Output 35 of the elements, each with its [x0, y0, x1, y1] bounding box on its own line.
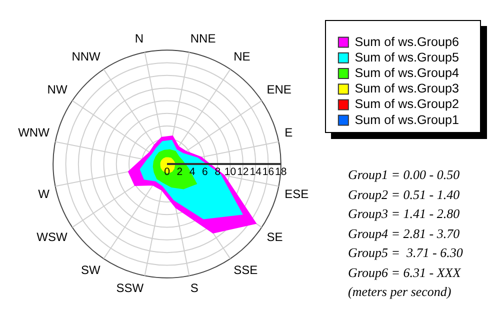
y-tick-label: 12	[237, 166, 249, 178]
text: Group2 = 0.51 - 1.40	[348, 186, 461, 204]
text: Group1 = 0.00 - 0.50	[348, 166, 461, 184]
spoke-label: E	[284, 126, 293, 140]
text: (meters per second)	[348, 283, 452, 301]
legend-label: Sum of ws.Group3	[354, 82, 460, 96]
legend-label: Sum of ws.Group5	[354, 50, 460, 64]
spoke-label: SSE	[234, 263, 258, 278]
spoke-label: NNE	[190, 32, 216, 46]
y-tick-label: 16	[262, 166, 274, 178]
text: Group4 = 2.81 - 3.70	[348, 224, 461, 243]
spoke-label: NNW	[72, 49, 102, 64]
spoke-label: S	[190, 281, 198, 296]
spoke-label: W	[38, 186, 50, 201]
legend-label: Sum of ws.Group6	[354, 34, 460, 49]
text: Group6 = 6.31 - XXX	[348, 264, 462, 282]
spoke-label: WSW	[36, 230, 68, 244]
spoke-label: WNW	[18, 126, 50, 140]
spoke-label: SSW	[116, 281, 144, 296]
spoke-label: N	[134, 32, 144, 46]
spoke-label: ESE	[284, 186, 309, 201]
legend-label: Sum of ws.Group1	[354, 112, 460, 127]
y-tick-label: 10	[224, 166, 236, 178]
y-tick-label: 2	[176, 166, 183, 178]
spoke-label: NE	[234, 49, 250, 64]
legend-label: Sum of ws.Group2	[354, 97, 460, 112]
text: Group5 = 3.71 - 6.30	[348, 244, 463, 262]
spoke-label: NW	[47, 82, 68, 96]
y-tick-label: 6	[202, 166, 208, 178]
y-tick-label: 14	[250, 166, 262, 178]
spoke-label: SW	[81, 263, 102, 278]
spoke-label: SE	[266, 230, 283, 244]
spoke-label: ENE	[266, 82, 292, 96]
text: Group3 = 1.41 - 2.80	[348, 205, 461, 223]
legend-label: Sum of ws.Group4	[354, 66, 460, 80]
